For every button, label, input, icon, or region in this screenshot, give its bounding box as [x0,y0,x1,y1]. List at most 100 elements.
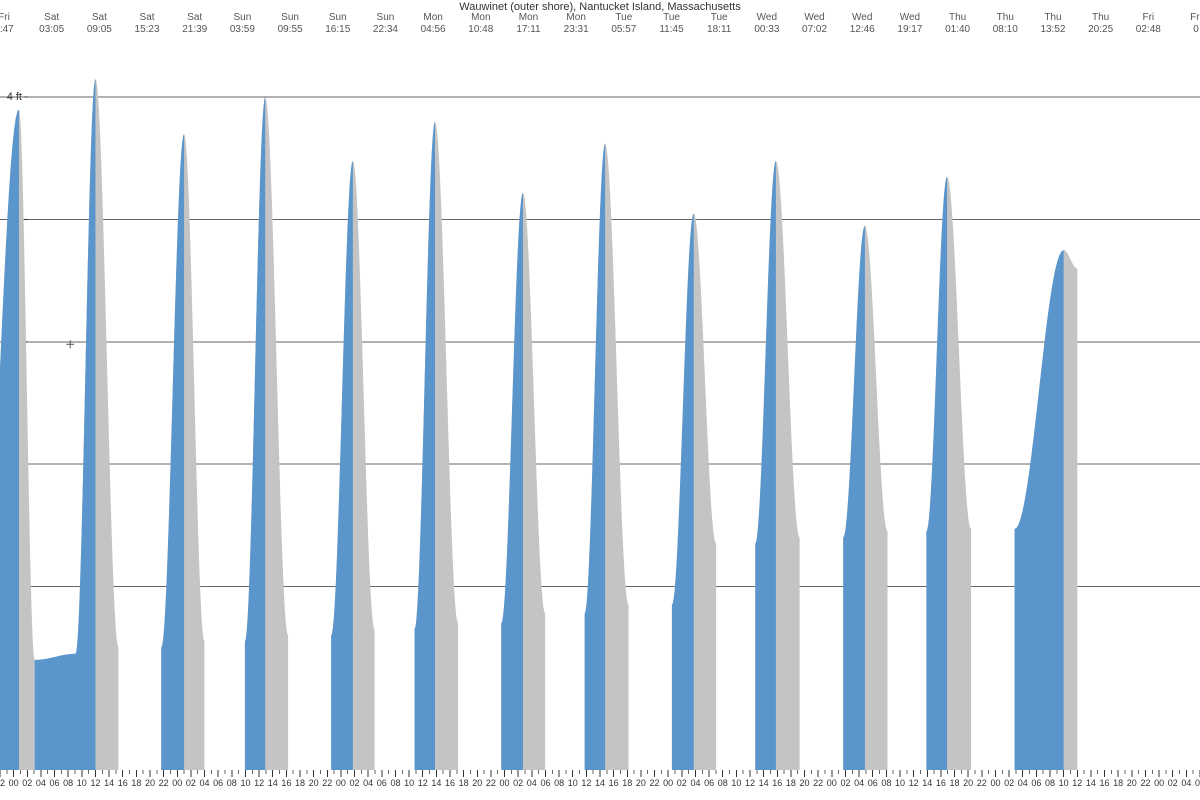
x-axis-hour: 12 [581,778,591,788]
x-axis-hour: 04 [200,778,210,788]
x-axis-hour: 00 [663,778,673,788]
x-axis-hour: 10 [77,778,87,788]
tide-rise [35,654,76,770]
x-axis-hour: 10 [568,778,578,788]
x-axis-hour: 20 [800,778,810,788]
event-day: Sun [329,12,347,23]
event-day: Tue [615,12,632,23]
x-axis-hour: 22 [159,778,169,788]
event-time: 03:59 [230,24,255,35]
x-axis-hour: 18 [131,778,141,788]
event-time: 23:31 [564,24,589,35]
x-axis-hour: 16 [609,778,619,788]
x-axis-hour: 08 [554,778,564,788]
event-day: Thu [1092,12,1109,23]
tide-rise [1015,250,1064,770]
event-time: 12:46 [850,24,875,35]
x-axis-hour: 22 [813,778,823,788]
x-axis-hour: 14 [922,778,932,788]
event-day: Tue [663,12,680,23]
event-time: 0 [1193,24,1199,35]
tide-rise [245,97,265,770]
event-time: 03:05 [39,24,64,35]
x-axis-hour: 20 [309,778,319,788]
x-axis-hour: 06 [868,778,878,788]
x-axis-hour: 12 [254,778,264,788]
event-time: 21:39 [182,24,207,35]
x-axis-hour: 20 [636,778,646,788]
x-axis-hour: 12 [90,778,100,788]
x-axis-hour: 10 [731,778,741,788]
x-axis-hour: 16 [445,778,455,788]
event-day: Wed [757,12,777,23]
x-axis-hour: 14 [759,778,769,788]
tide-rise [161,134,184,770]
x-axis-hour: 16 [772,778,782,788]
tide-rise [672,213,694,770]
x-axis-hour: 04 [36,778,46,788]
x-axis-hour: 04 [1018,778,1028,788]
event-time: 09:05 [87,24,112,35]
x-axis-hour: 02 [22,778,32,788]
x-axis-hour: 14 [1086,778,1096,788]
event-time: 18:11 [707,24,732,35]
event-time: 08:10 [993,24,1018,35]
x-axis-hour: 08 [390,778,400,788]
event-time: 17:11 [516,24,541,35]
event-time: 16:15 [325,24,350,35]
x-axis-hour: 02 [677,778,687,788]
x-axis-hour: 20 [472,778,482,788]
x-axis-hour: 02 [350,778,360,788]
event-day: Mon [519,12,538,23]
x-axis-hour: 00 [172,778,182,788]
x-axis-hour: 06 [213,778,223,788]
x-axis-hour: 06 [377,778,387,788]
event-day: Mon [423,12,442,23]
event-time: 05:57 [611,24,636,35]
event-time: 10:48 [468,24,493,35]
x-axis-hour: 00 [9,778,19,788]
x-axis-hour: 00 [990,778,1000,788]
x-axis-hour: 04 [363,778,373,788]
x-axis-hour: 00 [1154,778,1164,788]
x-axis-hour: 18 [1113,778,1123,788]
chart-title: Wauwinet (outer shore), Nantucket Island… [459,1,741,13]
x-axis-hour: 04 [854,778,864,788]
tide-rise [843,226,865,770]
x-axis-hour: 10 [240,778,250,788]
x-axis-hour: 00 [827,778,837,788]
x-axis-hour: 22 [322,778,332,788]
event-day: Sun [234,12,252,23]
x-axis-hour: 08 [881,778,891,788]
x-axis-hour: 20 [963,778,973,788]
x-axis-hour: 04 [1181,778,1191,788]
event-day: Sat [92,12,107,23]
tide-rise [76,79,96,770]
x-axis-hour: 02 [186,778,196,788]
event-time: 11:45 [659,24,684,35]
event-day: Fri [1190,12,1200,23]
x-axis-hour: 06 [50,778,60,788]
x-axis-hour: 00 [500,778,510,788]
event-day: Sun [377,12,395,23]
event-time: 13:52 [1040,24,1065,35]
x-axis-hour: 04 [690,778,700,788]
event-day: Mon [566,12,585,23]
tide-rise [0,109,19,770]
event-day: Sat [44,12,59,23]
event-time: 09:55 [278,24,303,35]
x-axis-hour: 10 [1059,778,1069,788]
event-day: Mon [471,12,490,23]
x-axis-hour: 22 [486,778,496,788]
event-day: Sun [281,12,299,23]
x-axis-hour: 20 [1127,778,1137,788]
x-axis-hour: 22 [650,778,660,788]
x-axis-hour: 02 [1004,778,1014,788]
event-time: 07:02 [802,24,827,35]
tide-rise [415,122,435,770]
event-day: Fri [1142,12,1154,23]
x-axis-hour: 18 [786,778,796,788]
event-day: Thu [949,12,966,23]
event-time: 20:25 [1088,24,1113,35]
x-axis-hour: 20 [145,778,155,788]
